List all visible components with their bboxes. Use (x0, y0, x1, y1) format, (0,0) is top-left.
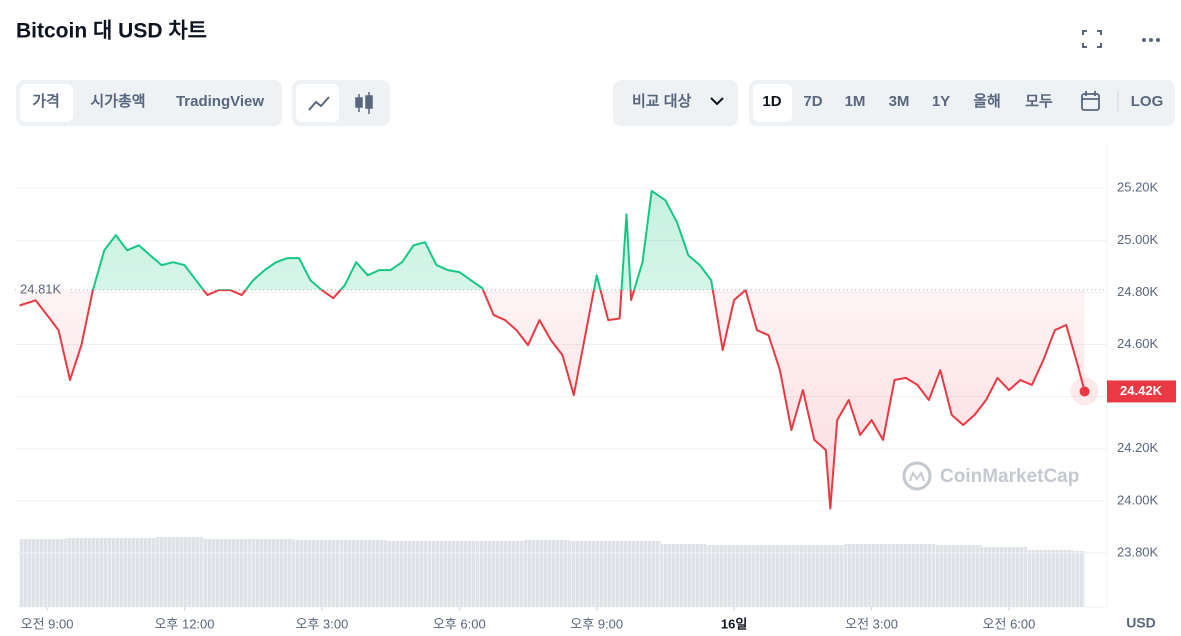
y-tick-label: 24.20K (1117, 440, 1159, 455)
volume-bar (65, 538, 112, 607)
tab-active[interactable] (20, 84, 73, 122)
volume-bar (386, 541, 432, 607)
y-tick-label: 23.80K (1117, 544, 1159, 559)
calendar-icon[interactable] (1081, 91, 1100, 111)
volume-bar (660, 544, 707, 607)
volume-bar (844, 544, 890, 607)
volume-bar (981, 547, 1028, 607)
volume-bar (523, 540, 570, 607)
range-button[interactable]: 올해 (973, 93, 1001, 110)
y-tick-label: 24.80K (1117, 284, 1159, 299)
tab[interactable]: 시가총액 (90, 92, 145, 110)
volume-bar (248, 539, 295, 607)
x-tick-label: 오후 6:00 (433, 616, 486, 631)
range-active[interactable] (753, 84, 792, 122)
y-tick-label: 25.20K (1117, 180, 1159, 195)
volume-bar (294, 540, 341, 607)
x-tick-label: 오전 6:00 (983, 616, 1036, 631)
range-button[interactable]: 7D (803, 93, 822, 110)
log-button[interactable]: LOG (1131, 93, 1164, 110)
chevron (710, 97, 724, 106)
range-button[interactable]: 1Y (932, 93, 950, 110)
range-button[interactable]: 1D (762, 93, 781, 110)
volume-bar (889, 544, 936, 607)
volume-bar (1073, 551, 1085, 607)
volume-bar (111, 538, 157, 607)
volume-bar (477, 541, 524, 607)
x-tick-label: 오전 9:00 (21, 616, 74, 631)
area-up (19, 190, 1085, 290)
price-line-down (19, 289, 1086, 510)
watermark-text: CoinMarketCap (940, 466, 1079, 487)
last-point (1079, 386, 1090, 397)
volume-bar (752, 545, 799, 607)
line-icon (308, 96, 330, 111)
volume-bar (706, 545, 753, 607)
range-button[interactable]: 3M (889, 93, 910, 110)
tab-group (16, 80, 282, 126)
y-tick-label: 24.60K (1117, 336, 1159, 351)
last-label-bg (1107, 380, 1176, 403)
volume-bar (1027, 550, 1074, 607)
y-tick-label: 25.00K (1117, 232, 1159, 247)
range-button[interactable]: 모두 (1025, 93, 1053, 110)
compare-button[interactable] (613, 80, 738, 126)
x-tick-label: 오전 3:00 (845, 616, 898, 631)
x-tick-label: 오후 9:00 (570, 616, 623, 631)
tab[interactable]: 가격 (32, 92, 60, 110)
tab[interactable]: TradingView (176, 93, 264, 110)
more-icon[interactable] (1142, 38, 1160, 42)
currency-label: USD (1126, 615, 1156, 631)
volume-bar (340, 540, 387, 607)
volume-bar (156, 537, 203, 607)
volume-bar (19, 539, 66, 607)
watermark: CoinMarketCap (902, 461, 1079, 491)
compare-label[interactable]: 비교 대상 (632, 93, 692, 110)
x-tick-label: 16일 (721, 616, 747, 631)
fullscreen-icon[interactable] (1082, 30, 1102, 48)
volume-bar (202, 539, 249, 607)
area-down (19, 289, 1085, 509)
candle-icon[interactable] (355, 92, 373, 114)
volume-bar (935, 545, 982, 607)
range-group (749, 80, 1175, 126)
y-tick-label: 24.00K (1117, 492, 1159, 507)
x-tick-label: 오후 12:00 (154, 616, 214, 631)
volume-bar (798, 545, 845, 607)
range-button[interactable]: 1M (845, 93, 866, 110)
volume-bar (431, 541, 478, 607)
chart-title: Bitcoin 대 USD 차트 (16, 20, 207, 43)
last-label: 24.42K (1120, 383, 1163, 398)
volume-bar (569, 541, 616, 607)
x-tick-label: 오후 3:00 (295, 616, 348, 631)
volume-bar (615, 541, 661, 607)
